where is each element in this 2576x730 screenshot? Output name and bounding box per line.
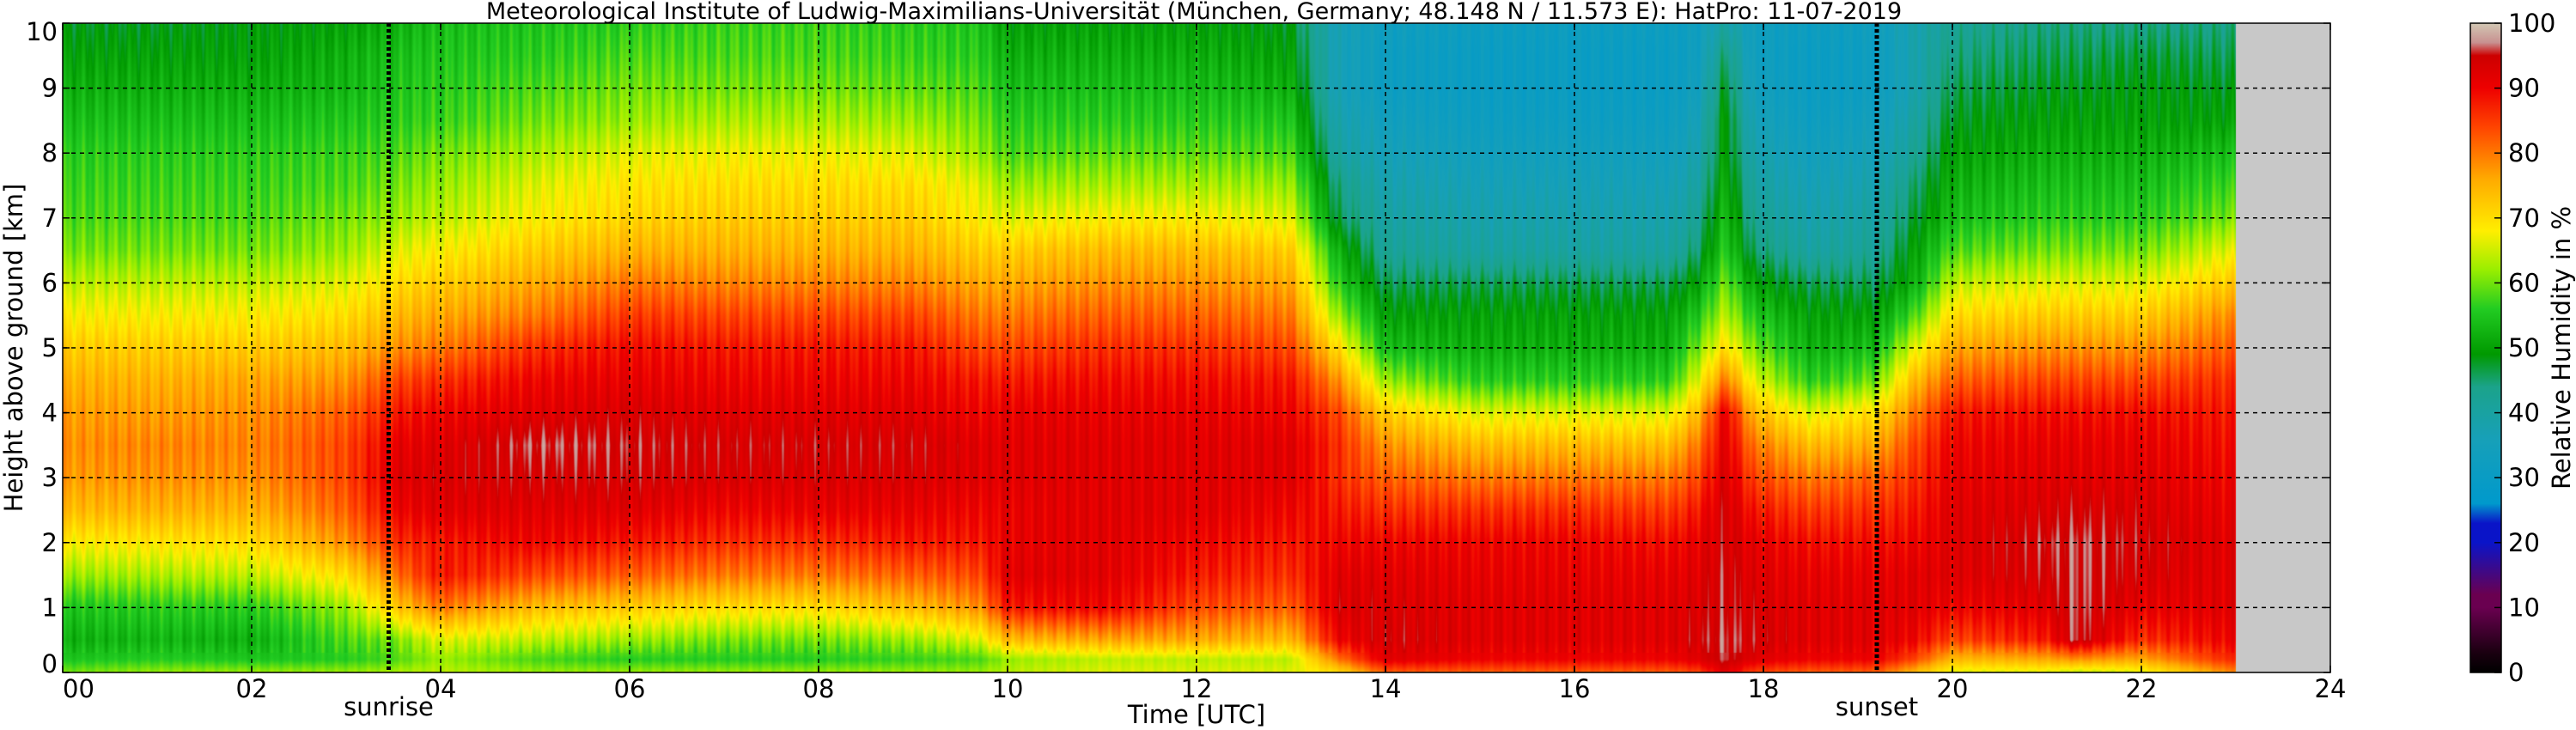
y-axis-label: Height above ground [km] xyxy=(0,184,28,513)
y-tick-label: 7 xyxy=(42,204,58,233)
x-tick-label: 18 xyxy=(1748,674,1780,703)
y-axis-ticks: 0 1 2 3 4 5 6 7 8 9 10 xyxy=(26,17,2330,678)
colorbar-tick-label: 40 xyxy=(2508,398,2540,428)
y-tick-label: 9 xyxy=(42,74,58,103)
x-tick-label: 24 xyxy=(2315,674,2347,703)
y-tick-label: 4 xyxy=(42,398,58,428)
colorbar-tick-label: 70 xyxy=(2508,204,2540,233)
colorbar-tick-label: 20 xyxy=(2508,528,2540,557)
x-tick-label: 04 xyxy=(425,674,457,703)
y-tick-label: 2 xyxy=(42,528,58,557)
grid-lines xyxy=(63,23,2330,672)
colorbar-tick-label: 60 xyxy=(2508,268,2540,297)
y-tick-label: 6 xyxy=(42,268,58,297)
y-tick-label: 8 xyxy=(42,138,58,167)
colorbar-tick-label: 100 xyxy=(2508,9,2555,38)
x-tick-label: 20 xyxy=(1937,674,1969,703)
x-tick-label: 14 xyxy=(1370,674,1402,703)
x-axis-ticks: 00 02 04 06 08 10 12 14 16 18 20 22 24 xyxy=(62,23,2347,703)
x-tick-label: 12 xyxy=(1181,674,1213,703)
colorbar-label: Relative Humidity in % xyxy=(2547,206,2576,490)
y-tick-label: 0 xyxy=(42,649,58,678)
x-tick-label: 00 xyxy=(63,674,94,703)
colorbar-tick-label: 80 xyxy=(2508,138,2540,167)
colorbar-tick-label: 90 xyxy=(2508,74,2540,103)
colorbar-ticks: 0 10 20 30 40 50 60 70 80 90 100 xyxy=(2494,9,2555,687)
x-tick-label: 06 xyxy=(614,674,646,703)
colorbar-tick-label: 50 xyxy=(2508,333,2540,362)
x-tick-label: 08 xyxy=(803,674,835,703)
y-tick-label: 3 xyxy=(42,463,58,492)
y-tick-label: 1 xyxy=(42,593,58,622)
chart-title: Meteorological Institute of Ludwig-Maxim… xyxy=(486,0,1902,25)
sunset-label: sunset xyxy=(1836,692,1918,721)
colorbar-tick-label: 10 xyxy=(2508,593,2540,622)
sunrise-label: sunrise xyxy=(344,692,434,721)
x-tick-label: 22 xyxy=(2126,674,2158,703)
sun-markers: sunrise sunset xyxy=(344,23,1918,721)
x-tick-label: 02 xyxy=(236,674,268,703)
colorbar-tick-label: 0 xyxy=(2508,658,2524,687)
x-tick-label: 10 xyxy=(992,674,1024,703)
x-axis-label: Time [UTC] xyxy=(1127,700,1265,729)
y-tick-label: 5 xyxy=(42,333,58,362)
x-tick-label: 16 xyxy=(1559,674,1591,703)
colorbar-tick-label: 30 xyxy=(2508,463,2540,492)
y-tick-label: 10 xyxy=(26,17,58,46)
